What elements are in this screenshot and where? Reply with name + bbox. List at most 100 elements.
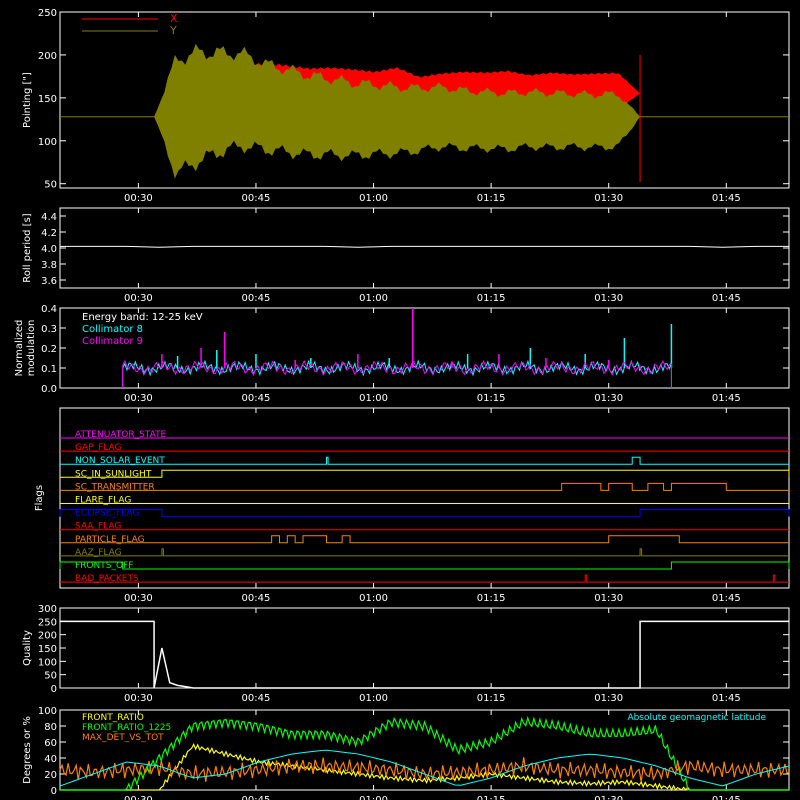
modulation-ylabel-line1: Normalized [14,320,25,377]
y-tick-label: 300 [38,604,57,615]
x-tick-label: 01:45 [712,795,741,800]
degrees-legend-geomag: Absolute geomagnetic latitude [627,713,766,723]
y-tick-label: 100 [38,706,57,717]
y-tick-label: 250 [38,617,57,628]
flag-label-sc_transmitter: SC_TRANSMITTER [75,482,155,492]
x-tick-label: 01:30 [594,193,623,204]
y-tick-label: 100 [38,657,57,668]
x-tick-label: 00:30 [124,593,153,604]
flag-label-non_solar_event: NON_SOLAR_EVENT [75,456,165,466]
y-tick-label: 4.4 [41,212,57,223]
panel-flags: Flags 00:30 00:45 01:00 01:15 01:30 01:45 ATTE… [34,407,790,604]
x-tick-label: 01:15 [477,693,506,704]
x-tick-label: 00:45 [242,795,271,800]
flag-label-gap_flag: GAP_FLAG [75,443,121,453]
x-tick-label: 01:45 [712,693,741,704]
flag-line-bad_packets [60,574,789,583]
flag-line-sc_in_sunlight [60,469,790,478]
panel-pointing: Pointing ["] 00:30 00:45 01:00 01:15 01:30 01… [22,8,790,204]
x-tick-label: 01:30 [594,293,623,304]
flag-label-particle_flag: PARTICLE_FLAG [75,535,145,545]
panel-degrees: Degrees or % 00:3000:4501:0001:1501:3001… [22,706,790,800]
x-tick-label: 00:45 [242,393,271,404]
y-tick-label: 100 [38,137,57,148]
y-tick-label: 40 [44,754,57,765]
y-tick-label: 0.1 [41,364,57,375]
y-tick-label: 4.2 [41,228,57,239]
y-tick-label: 200 [38,51,57,62]
panel-quality: Quality 00:30 00:45 01:00 01:15 01:30 01:45 0 5… [22,604,790,704]
flags-ylabel: Flags [34,485,45,511]
pointing-series-y [154,43,641,179]
flag-label-aaz_flag: AAZ_FLAG [75,548,122,558]
flag-line-fronts_off [59,561,790,570]
y-tick-label: 50 [44,180,57,191]
x-tick-label: 00:30 [124,393,153,404]
flag-line-non_solar_event [60,456,789,465]
x-tick-label: 01:00 [359,393,388,404]
x-tick-label: 00:45 [242,193,271,204]
roll-period-ylabel: Roll period [s] [22,213,33,282]
x-tick-label: 01:15 [477,293,506,304]
y-tick-label: 3.8 [41,260,57,271]
modulation-series-8 [122,359,672,388]
degrees-series-max-det-vs-tot [59,757,790,782]
y-tick-label: 0 [51,684,57,695]
panel-modulation: Normalized modulation 00:30 00:45 01:00 01:… [14,304,790,404]
flag-label-flare_flag: FLARE_FLAG [75,496,131,506]
flag-label-bad_packets: BAD_PACKETS [75,574,139,584]
x-tick-label: 01:15 [477,193,506,204]
modulation-annotation: Energy band: 12-25 keV [82,312,203,323]
x-tick-label: 01:45 [712,293,741,304]
x-tick-label: 01:00 [359,193,388,204]
degrees-legend-front_ratio: FRONT_RATIO [82,713,144,723]
y-tick-label: 0 [51,786,57,797]
quality-line [60,620,789,689]
flag-label-saa_flag: SAA_FLAG [75,522,121,532]
y-tick-label: 150 [38,644,57,655]
y-tick-label: 0.0 [41,384,57,395]
flag-line-eclipse_flag [59,509,790,518]
x-tick-label: 01:00 [359,293,388,304]
flag-line-aaz_flag [60,548,789,557]
modulation-ylabel-line2: modulation [26,320,37,377]
x-tick-label: 00:45 [242,293,271,304]
x-tick-label: 01:30 [594,693,623,704]
x-tick-label: 01:15 [477,393,506,404]
modulation-legend-8: Collimator 8 [82,324,143,335]
flag-line-particle_flag [60,535,789,544]
degrees-series-absolute-geomagnetic-latitude [59,749,790,787]
x-tick-label: 01:45 [712,593,741,604]
y-tick-label: 150 [38,94,57,105]
x-tick-label: 01:45 [712,193,741,204]
x-tick-label: 01:30 [594,593,623,604]
y-tick-label: 4.0 [41,244,57,255]
y-tick-label: 0.3 [41,324,57,335]
x-tick-label: 01:30 [594,393,623,404]
degrees-legend-front_ratio_1225: FRONT_RATIO_1225 [82,723,171,733]
x-tick-label: 01:00 [359,593,388,604]
y-tick-label: 60 [44,738,57,749]
y-tick-label: 0.2 [41,344,57,355]
x-tick-label: 00:45 [242,593,271,604]
y-tick-label: 0.4 [41,304,57,315]
modulation-legend-9: Collimator 9 [82,336,143,347]
degrees-ylabel: Degrees or % [22,716,33,784]
flag-label-sc_in_sunlight: SC_IN_SUNLIGHT [75,469,152,479]
x-tick-label: 00:30 [124,193,153,204]
pointing-ylabel: Pointing ["] [22,72,33,128]
x-tick-label: 01:00 [359,795,388,800]
degrees-legend-max_det_vs_tot: MAX_DET_VS_TOT [82,733,164,743]
quality-ylabel: Quality [22,630,33,666]
x-tick-label: 00:30 [124,795,153,800]
x-tick-label: 01:45 [712,393,741,404]
y-tick-label: 3.6 [41,276,57,287]
x-tick-label: 01:15 [477,593,506,604]
roll-period-line [60,245,789,248]
legend-label-y: Y [169,24,177,37]
degrees-series-front-ratio [60,743,789,792]
x-tick-label: 00:30 [124,693,153,704]
y-tick-label: 200 [38,631,57,642]
y-tick-label: 50 [44,671,57,682]
